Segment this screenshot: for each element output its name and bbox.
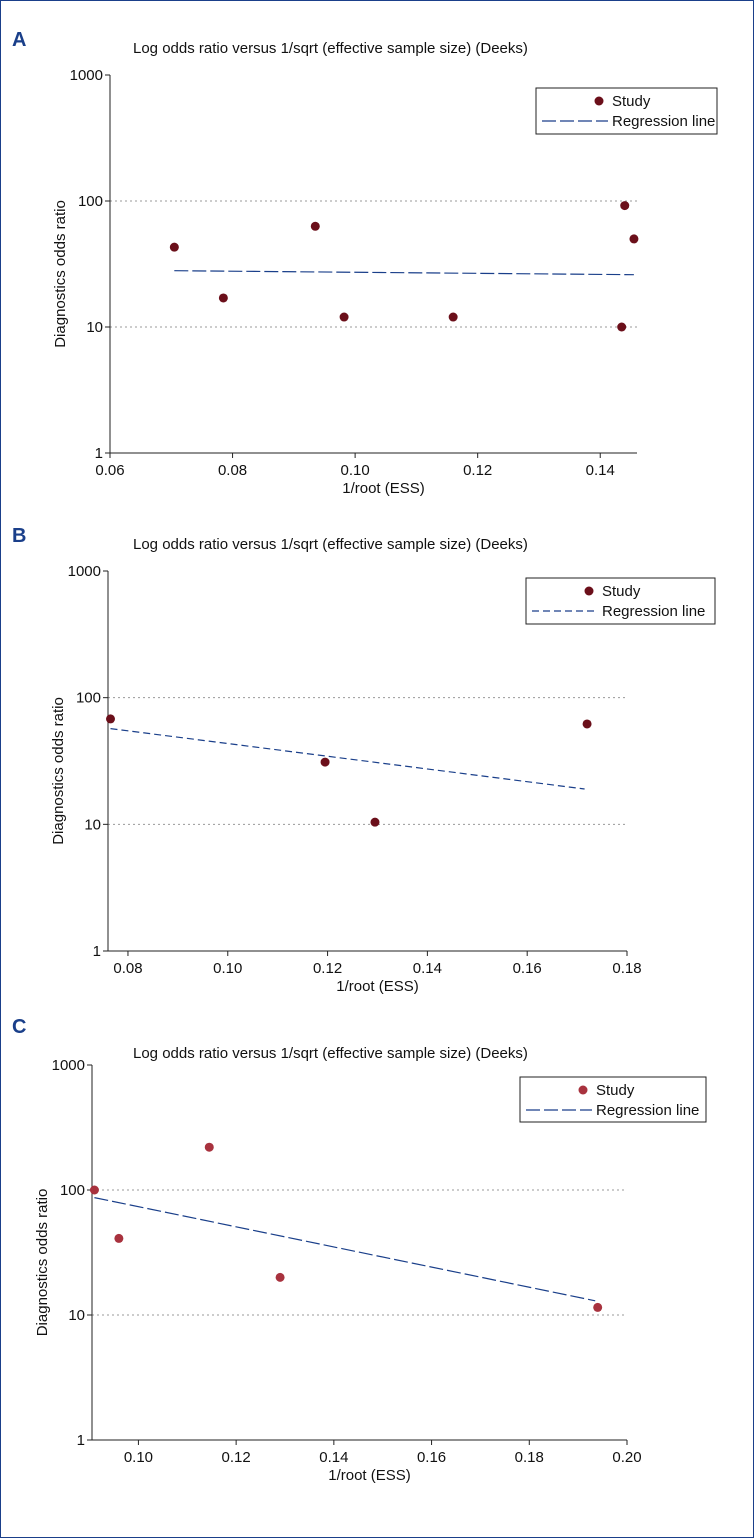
legend-line-label: Regression line [596, 1102, 699, 1119]
study-point [275, 1272, 285, 1282]
legend-study-label: Study [612, 93, 651, 110]
study-point [629, 234, 639, 244]
panel-letter: B [12, 525, 26, 547]
legend-box [525, 577, 716, 625]
y-tick-label: 1 [95, 445, 103, 462]
study-point [218, 293, 228, 303]
study-point [105, 714, 115, 724]
x-tick-label: 0.16 [513, 960, 542, 977]
regression-line [94, 1197, 596, 1302]
study-point [448, 312, 458, 322]
y-axis-label: Diagnostics odds ratio [34, 1189, 51, 1337]
legend-box [519, 1076, 707, 1123]
study-point [617, 322, 627, 332]
x-tick-label: 0.10 [124, 1449, 153, 1466]
y-tick-label: 10 [68, 1307, 85, 1324]
x-tick-label: 0.06 [95, 462, 124, 479]
y-axis-label: Diagnostics odds ratio [52, 200, 69, 348]
study-point [620, 201, 630, 211]
legend: Study Regression line [535, 87, 718, 135]
study-point [169, 242, 179, 252]
study-point [370, 817, 380, 827]
legend-study-marker [594, 96, 604, 106]
study-point [582, 719, 592, 729]
regression-line [110, 728, 585, 790]
regression-line [174, 270, 634, 276]
x-tick-label: 0.20 [612, 1449, 641, 1466]
study-point [114, 1233, 124, 1243]
study-point [339, 312, 349, 322]
chart-panel-b: B Log odds ratio versus 1/sqrt (effective… [12, 525, 716, 995]
y-tick-label: 100 [78, 193, 103, 210]
x-axis-label: 1/root (ESS) [342, 480, 425, 497]
chart-panel-c: C Log odds ratio versus 1/sqrt (effective… [12, 1016, 707, 1484]
y-tick-label: 10 [84, 816, 101, 833]
x-tick-label: 0.08 [113, 960, 142, 977]
legend-study-marker [578, 1085, 588, 1095]
y-tick-label: 100 [76, 690, 101, 707]
x-tick-label: 0.18 [612, 960, 641, 977]
x-tick-label: 0.12 [313, 960, 342, 977]
y-tick-label: 1000 [52, 1057, 85, 1074]
legend-study-label: Study [602, 583, 641, 600]
panel-letter: A [12, 29, 26, 51]
x-tick-label: 0.16 [417, 1449, 446, 1466]
chart-title: Log odds ratio versus 1/sqrt (effective … [133, 536, 528, 553]
panel-letter: C [12, 1016, 26, 1038]
legend: Study Regression line [519, 1076, 707, 1123]
y-tick-label: 1000 [70, 67, 103, 84]
x-tick-label: 0.14 [319, 1449, 348, 1466]
x-tick-label: 0.14 [413, 960, 442, 977]
x-tick-label: 0.18 [515, 1449, 544, 1466]
study-point [310, 221, 320, 231]
legend-box [535, 87, 718, 135]
chart-title: Log odds ratio versus 1/sqrt (effective … [133, 40, 528, 57]
x-axis-label: 1/root (ESS) [336, 978, 419, 995]
x-tick-label: 0.14 [586, 462, 615, 479]
chart-panel-a: A Log odds ratio versus 1/sqrt (effective… [12, 29, 718, 497]
study-point [89, 1185, 99, 1195]
legend-study-marker [584, 586, 594, 596]
x-tick-label: 0.12 [463, 462, 492, 479]
y-tick-label: 100 [60, 1182, 85, 1199]
legend-study-label: Study [596, 1082, 635, 1099]
legend: Study Regression line [525, 577, 716, 625]
x-tick-label: 0.12 [222, 1449, 251, 1466]
study-point [320, 757, 330, 767]
legend-line-label: Regression line [602, 603, 705, 620]
chart-title: Log odds ratio versus 1/sqrt (effective … [133, 1045, 528, 1062]
x-tick-label: 0.10 [341, 462, 370, 479]
y-axis-label: Diagnostics odds ratio [50, 697, 67, 845]
x-tick-label: 0.08 [218, 462, 247, 479]
legend-line-label: Regression line [612, 113, 715, 130]
x-tick-label: 0.10 [213, 960, 242, 977]
y-tick-label: 10 [86, 319, 103, 336]
y-tick-label: 1000 [68, 563, 101, 580]
y-tick-label: 1 [93, 943, 101, 960]
study-point [204, 1142, 214, 1152]
x-axis-label: 1/root (ESS) [328, 1467, 411, 1484]
study-point [593, 1302, 603, 1312]
y-tick-label: 1 [77, 1432, 85, 1449]
